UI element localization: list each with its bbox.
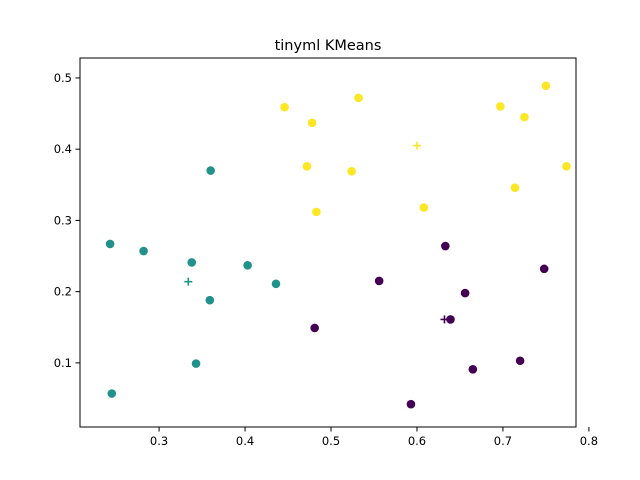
cluster-0-point [310, 323, 319, 333]
cluster-0-centroid-marker [440, 315, 449, 324]
x-tick-label: 0.8 [580, 434, 598, 448]
cluster-0-point [441, 241, 450, 251]
cluster-2-point [307, 118, 317, 128]
x-tick-label: 0.3 [150, 434, 168, 448]
axes-frame [79, 57, 577, 428]
x-tick-label: 0.6 [408, 434, 426, 448]
cluster-1-point [191, 359, 201, 368]
x-tick-label: 0.7 [494, 434, 512, 448]
y-tick-label: 0.3 [54, 213, 72, 227]
cluster-1-point [243, 260, 252, 270]
y-tick-label: 0.1 [54, 356, 72, 370]
plot-area [105, 81, 571, 409]
cluster-1-point [205, 295, 215, 305]
cluster-0-point [460, 288, 470, 298]
chart-title: tinyml KMeans [275, 38, 382, 54]
cluster-0-point [539, 264, 549, 274]
cluster-0-point [374, 276, 384, 286]
cluster-2-point [541, 81, 551, 91]
cluster-1-point [139, 246, 148, 256]
cluster-1-point [187, 258, 197, 267]
cluster-2-point [520, 112, 529, 122]
cluster-0-point [446, 315, 455, 324]
cluster-2-centroid-marker [412, 141, 421, 150]
cluster-2-point [302, 161, 312, 171]
cluster-2-point [419, 203, 429, 212]
cluster-1-centroid-marker [184, 277, 193, 286]
y-tick-label: 0.4 [54, 142, 72, 156]
cluster-2-point [496, 102, 505, 111]
cluster-0-point [468, 364, 478, 374]
cluster-2-point [312, 207, 321, 217]
cluster-2-point [280, 102, 289, 112]
cluster-2-point [562, 161, 571, 171]
cluster-1-point [105, 239, 115, 249]
cluster-0-point [515, 356, 525, 366]
cluster-2-point [354, 93, 363, 103]
y-tick-label: 0.2 [54, 285, 72, 299]
cluster-0-point [406, 399, 416, 409]
x-tick-label: 0.4 [236, 434, 254, 448]
cluster-1-point [107, 389, 117, 398]
cluster-2-point [510, 183, 520, 192]
y-tick-label: 0.5 [54, 71, 72, 85]
x-tick-label: 0.5 [322, 434, 340, 448]
cluster-2-point [347, 166, 356, 176]
cluster-1-point [206, 166, 215, 175]
cluster-1-point [271, 279, 281, 289]
